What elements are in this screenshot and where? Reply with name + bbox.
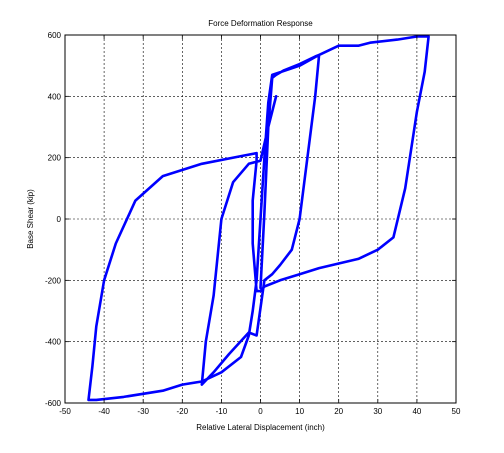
y-tick-label: -400 [45, 338, 62, 347]
x-tick-label: -20 [177, 407, 189, 416]
axis-ticks: -50 -40 -30 -20 -10 0 10 20 30 40 50 -600 -400 -200 0 2… [45, 31, 461, 416]
x-tick-label: 40 [412, 407, 421, 416]
x-axis-label: Relative Lateral Displacement (inch) [196, 423, 325, 432]
y-tick-label: -200 [45, 276, 62, 285]
x-tick-label: -10 [216, 407, 228, 416]
y-axis-label: Base Shear (kip) [26, 189, 35, 249]
x-tick-label: -40 [98, 407, 110, 416]
y-tick-label: 600 [48, 31, 62, 40]
y-tick-label: 0 [57, 215, 62, 224]
x-tick-label: -50 [59, 407, 71, 416]
x-tick-label: 10 [295, 407, 304, 416]
y-tick-label: 200 [48, 154, 62, 163]
x-tick-label: 0 [258, 407, 263, 416]
x-tick-label: 50 [452, 407, 461, 416]
x-tick-label: 30 [373, 407, 382, 416]
chart-title: Force Deformation Response [208, 19, 313, 28]
y-tick-label: 400 [48, 92, 62, 101]
y-tick-label: -600 [45, 399, 62, 408]
hysteresis-curve [87, 35, 430, 402]
x-tick-label: 20 [334, 407, 343, 416]
x-tick-label: -30 [137, 407, 149, 416]
